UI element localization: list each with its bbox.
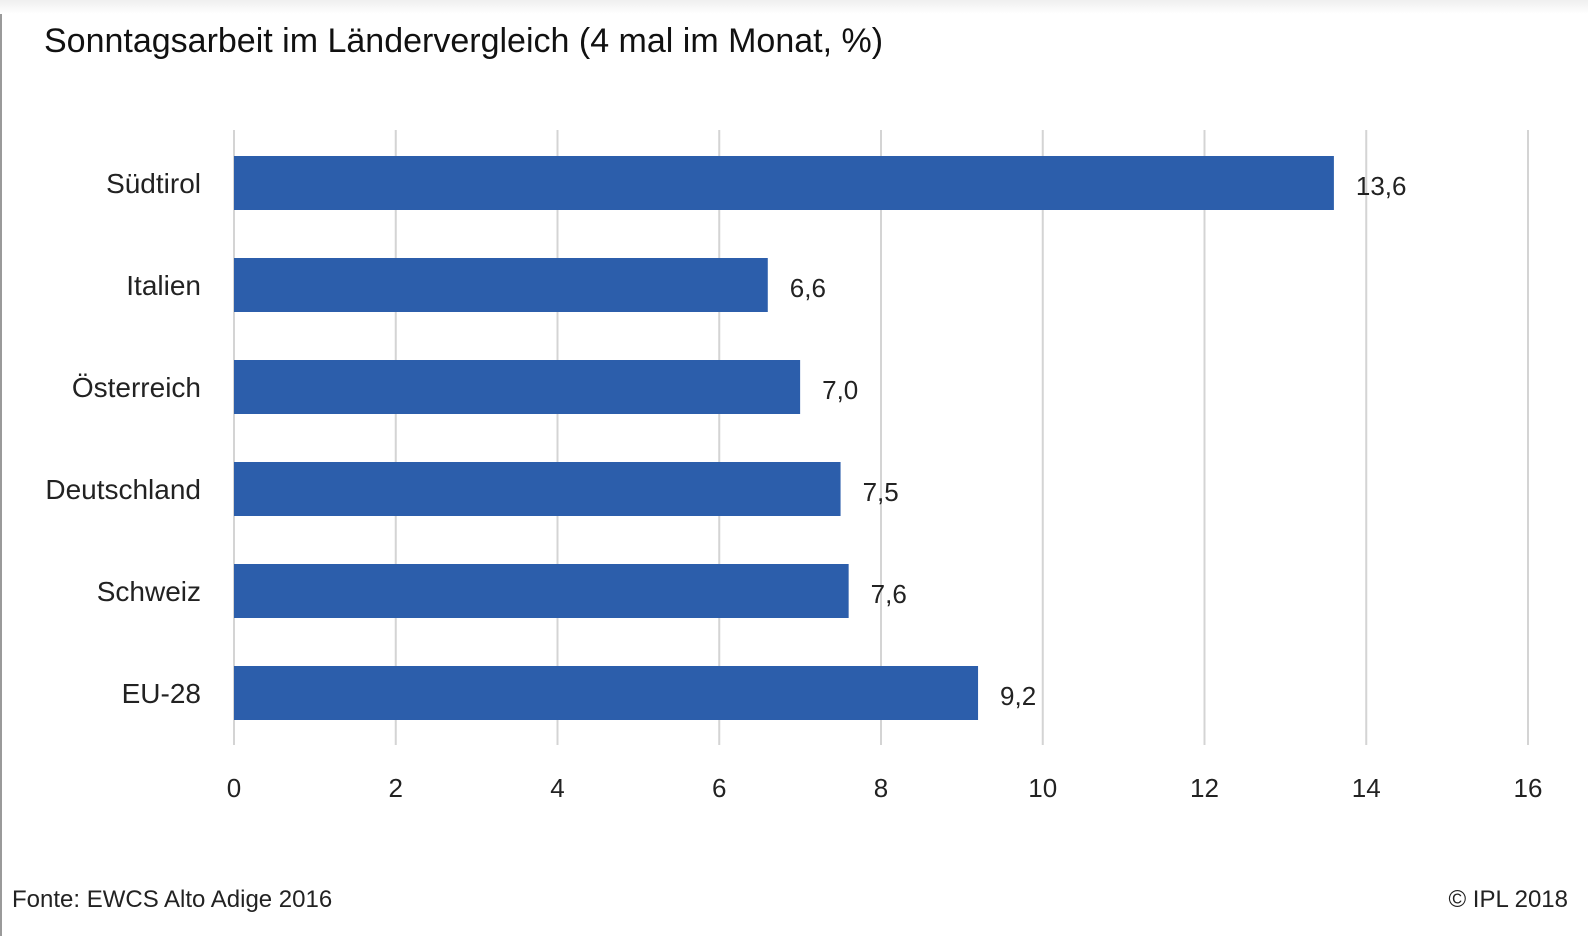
source-note: Fonte: EWCS Alto Adige 2016 bbox=[12, 886, 333, 913]
grid-lines bbox=[233, 130, 1529, 745]
value-label-5: 9,2 bbox=[1000, 681, 1036, 711]
top-shade bbox=[0, 0, 1588, 14]
x-tick-label-8: 8 bbox=[874, 773, 888, 803]
labels: 0 2 4 6 8 10 12 14 16 Südtirol 13,6 Italien 6,6 Öster… bbox=[45, 168, 1542, 803]
value-label-2: 7,0 bbox=[822, 375, 858, 405]
bar-0 bbox=[234, 156, 1334, 210]
category-label-1: Italien bbox=[126, 270, 201, 301]
x-tick-label-10: 10 bbox=[1028, 773, 1057, 803]
value-label-1: 6,6 bbox=[790, 273, 826, 303]
bars bbox=[234, 156, 1334, 720]
value-label-0: 13,6 bbox=[1356, 171, 1407, 201]
copyright-note: © IPL 2018 bbox=[1448, 886, 1568, 913]
x-tick-label-0: 0 bbox=[227, 773, 241, 803]
bar-3 bbox=[234, 462, 841, 516]
x-tick-label-4: 4 bbox=[550, 773, 564, 803]
category-label-5: EU-28 bbox=[122, 678, 201, 709]
x-tick-label-2: 2 bbox=[389, 773, 403, 803]
chart-title: Sonntagsarbeit im Ländervergleich (4 mal… bbox=[44, 22, 884, 60]
value-label-4: 7,6 bbox=[871, 579, 907, 609]
value-label-3: 7,5 bbox=[863, 477, 899, 507]
bar-4 bbox=[234, 564, 849, 618]
bar-2 bbox=[234, 360, 801, 414]
x-tick-label-14: 14 bbox=[1352, 773, 1381, 803]
category-label-0: Südtirol bbox=[106, 168, 201, 199]
category-label-4: Schweiz bbox=[97, 576, 201, 607]
x-tick-label-6: 6 bbox=[712, 773, 726, 803]
x-tick-label-12: 12 bbox=[1190, 773, 1219, 803]
category-label-3: Deutschland bbox=[45, 474, 201, 505]
x-tick-label-16: 16 bbox=[1514, 773, 1543, 803]
bar-1 bbox=[234, 258, 768, 312]
bar-5 bbox=[234, 666, 979, 720]
category-label-2: Österreich bbox=[72, 372, 201, 403]
